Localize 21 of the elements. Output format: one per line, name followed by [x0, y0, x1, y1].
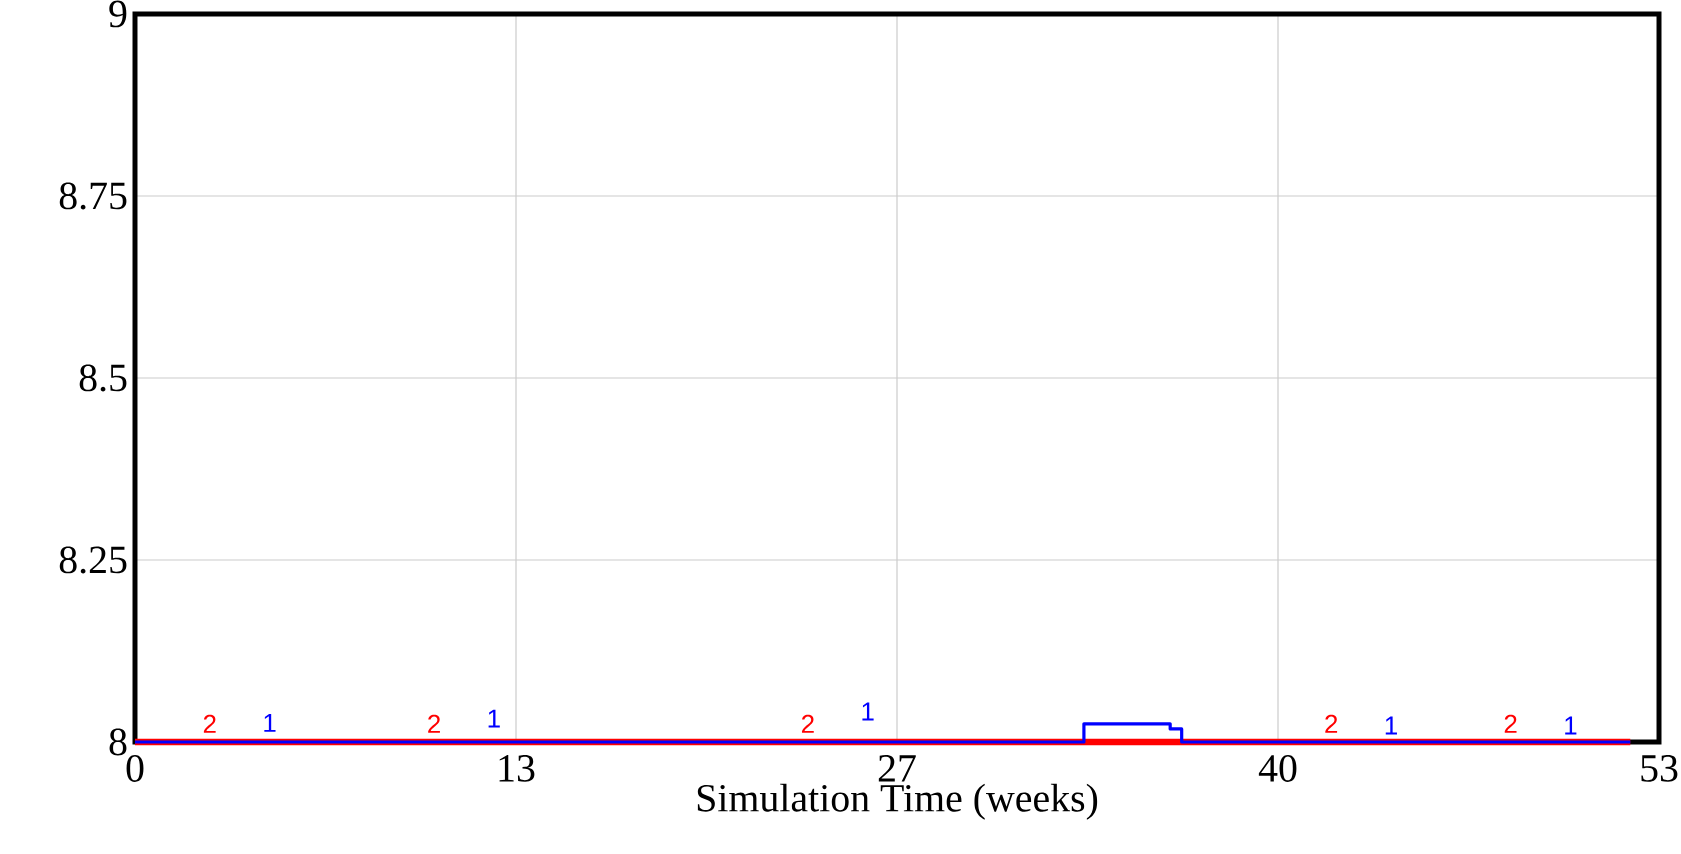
x-tick-label: 40	[1258, 755, 1297, 782]
x-tick-label: 27	[878, 755, 916, 782]
y-tick-label: 8.75	[59, 182, 127, 210]
x-tick-label: 0	[126, 755, 144, 782]
x-tick-label: 13	[499, 755, 535, 782]
text: 1	[264, 714, 276, 732]
text: 1	[488, 709, 500, 728]
series-label: 1	[1385, 716, 1397, 735]
text: 2	[428, 714, 440, 733]
x-axis-title: Simulation Time (weeks)	[697, 783, 1098, 820]
text: 2	[801, 714, 814, 733]
text: 1	[862, 702, 874, 721]
y-tick-label: 8.25	[59, 546, 127, 574]
x-tick-label: 53	[1641, 755, 1678, 782]
text: 1	[1565, 716, 1577, 735]
series-label: 2	[203, 714, 216, 733]
y-tick-label: 8	[109, 728, 127, 756]
y-tick-label: 9	[109, 0, 127, 28]
y-tick-label: 8.5	[79, 364, 127, 392]
text: 2	[1325, 714, 1338, 733]
text: 2	[1504, 714, 1517, 733]
